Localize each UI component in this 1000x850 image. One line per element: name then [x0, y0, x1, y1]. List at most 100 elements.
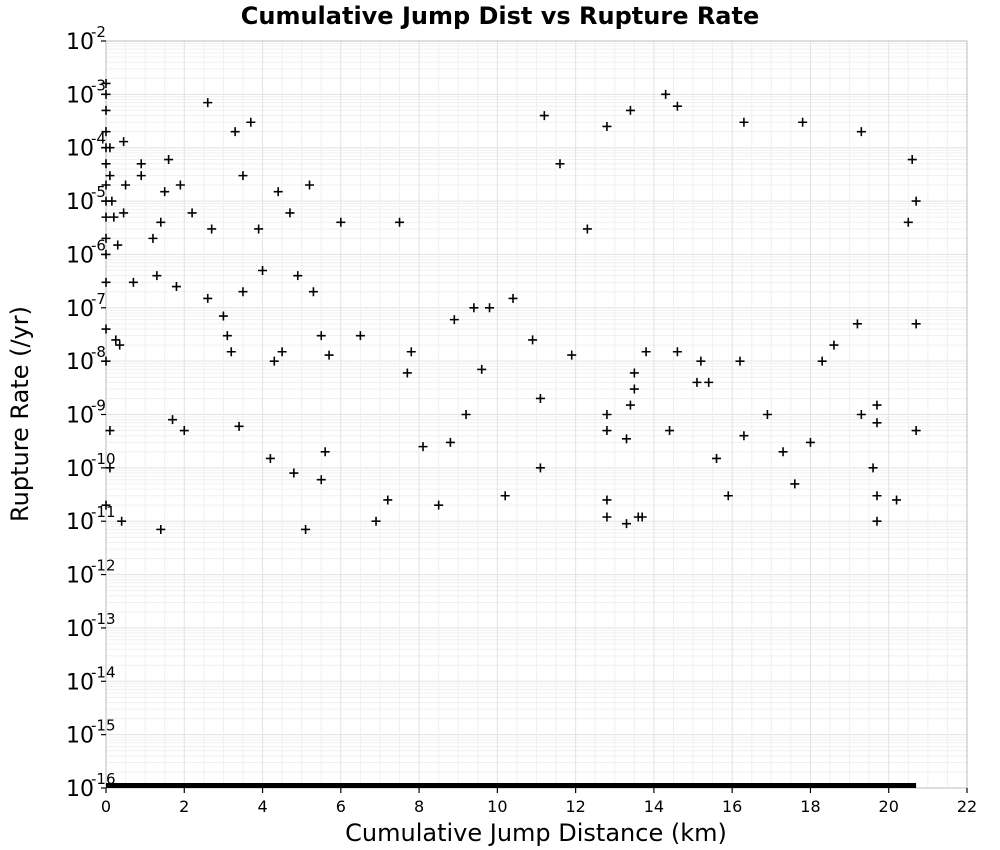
floor-band-mark [106, 783, 917, 788]
scatter-point [485, 303, 495, 313]
scatter-point [872, 491, 882, 501]
x-tick-label: 8 [414, 797, 424, 816]
scatter-point [461, 410, 471, 419]
scatter-point [119, 208, 129, 218]
scatter-point [152, 271, 162, 281]
scatter-point [406, 347, 416, 357]
y-axis-ticks: 10-1610-1510-1410-1310-1210-1110-1010-91… [66, 23, 116, 802]
x-axis-label: Cumulative Jump Distance (km) [345, 819, 727, 847]
scatter-point [402, 368, 412, 378]
y-tick-exponent: -5 [91, 183, 106, 201]
y-tick-label: 10 [66, 617, 94, 642]
y-tick-label: 10 [66, 564, 94, 589]
floor-band [106, 783, 917, 788]
scatter-point [395, 217, 405, 227]
y-tick-exponent: -12 [91, 557, 116, 575]
scatter-point [179, 426, 189, 436]
scatter-point [269, 356, 279, 366]
scatter-point [672, 347, 682, 357]
y-tick-exponent: -7 [91, 290, 106, 308]
y-tick-label: 10 [66, 297, 94, 322]
scatter-point [508, 293, 518, 303]
scatter-point [218, 311, 228, 321]
y-tick-exponent: -8 [91, 343, 106, 361]
scatter-point [101, 127, 111, 137]
scatter-point [119, 137, 129, 147]
scatter-point [285, 208, 295, 218]
y-tick-label: 10 [66, 350, 94, 375]
scatter-point [602, 121, 612, 131]
scatter-point [203, 293, 213, 303]
scatter-point [762, 410, 772, 419]
scatter-point [136, 159, 146, 169]
y-tick-label: 10 [66, 404, 94, 429]
scatter-marks [101, 78, 921, 534]
scatter-point [856, 127, 866, 137]
scatter-point [301, 524, 311, 534]
y-tick-label: 10 [66, 83, 94, 108]
scatter-point [160, 187, 170, 197]
scatter-point [101, 159, 111, 169]
scatter-point [911, 426, 921, 436]
scatter-point [555, 159, 565, 169]
scatter-point [207, 224, 217, 234]
scatter-point [238, 287, 248, 297]
y-tick-exponent: -15 [91, 717, 116, 735]
scatter-point [316, 475, 326, 485]
scatter-point [712, 453, 722, 463]
scatter-point [602, 512, 612, 522]
scatter-point [222, 331, 232, 341]
scatter-point [852, 319, 862, 329]
scatter-point [113, 240, 123, 250]
scatter-point [735, 356, 745, 366]
scatter-point [739, 431, 749, 441]
scatter-point [115, 340, 125, 350]
scatter-point [230, 127, 240, 137]
scatter-point [101, 78, 111, 88]
x-tick-label: 12 [565, 797, 585, 816]
scatter-point [109, 212, 119, 222]
scatter-point [111, 335, 121, 345]
x-tick-label: 4 [257, 797, 267, 816]
chart-title: Cumulative Jump Dist vs Rupture Rate [241, 2, 760, 30]
scatter-point [355, 331, 365, 341]
scatter-point [625, 105, 635, 115]
scatter-point [872, 516, 882, 526]
scatter-point [434, 500, 444, 510]
y-tick-exponent: -2 [91, 23, 106, 41]
scatter-point [445, 437, 455, 447]
scatter-point [121, 180, 131, 190]
scatter-point [101, 180, 111, 190]
scatter-point [567, 350, 577, 360]
scatter-point [101, 500, 111, 510]
scatter-point [582, 224, 592, 234]
scatter-point [164, 155, 174, 165]
scatter-point [265, 453, 275, 463]
scatter-point [539, 111, 549, 121]
scatter-point [739, 117, 749, 127]
scatter-point [101, 233, 111, 243]
scatter-point [602, 410, 612, 419]
scatter-point [672, 101, 682, 111]
scatter-point [258, 265, 268, 275]
scatter-point [156, 217, 166, 227]
scatter-point [798, 117, 808, 127]
scatter-point [723, 491, 733, 501]
scatter-point [277, 347, 287, 357]
scatter-point [622, 434, 632, 444]
scatter-point [629, 384, 639, 394]
scatter-point [148, 233, 158, 243]
scatter-point [856, 410, 866, 419]
scatter-point [622, 519, 632, 529]
scatter-point [226, 347, 236, 357]
scatter-point [535, 393, 545, 403]
scatter-point [868, 463, 878, 473]
y-tick-exponent: -13 [91, 610, 116, 628]
scatter-point [105, 143, 115, 153]
x-tick-label: 16 [722, 797, 742, 816]
x-tick-label: 22 [957, 797, 977, 816]
scatter-point [892, 495, 902, 505]
scatter-point [641, 347, 651, 357]
scatter-point [383, 495, 393, 505]
